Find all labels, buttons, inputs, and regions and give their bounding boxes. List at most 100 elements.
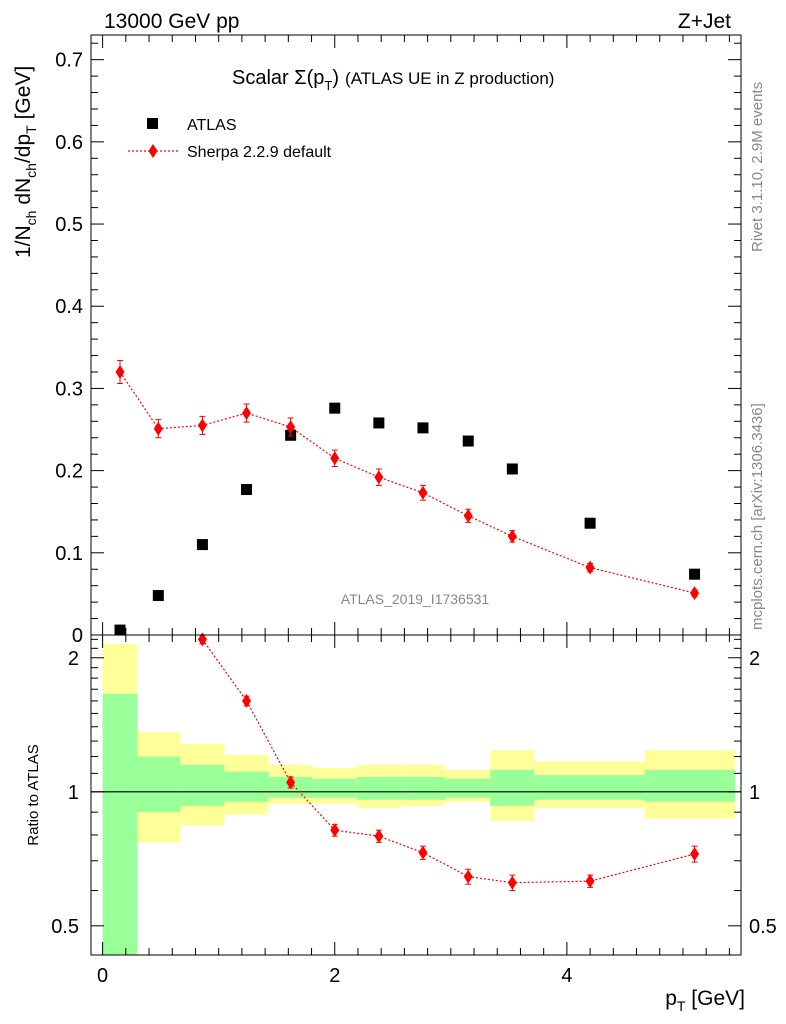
ratio-y-tick-label-right: 0.5 (749, 916, 777, 938)
ratio-band-green (224, 771, 269, 802)
atlas-data-point (329, 402, 341, 414)
ratio-band-green (644, 769, 736, 802)
sherpa-data-point (585, 560, 595, 575)
legend-sherpa-label: Sherpa 2.2.9 default (187, 144, 332, 161)
y-tick-label: 0 (72, 625, 83, 647)
xlabel-part-a: p (665, 987, 677, 1010)
header-left: 13000 GeV pp (104, 10, 239, 33)
atlas-data-point (152, 590, 164, 602)
sherpa-line (119, 371, 695, 594)
legend: ATLAS Sherpa 2.2.9 default (128, 117, 332, 161)
ratio-band-green (445, 778, 491, 798)
x-tick-label: 0 (97, 965, 108, 987)
sherpa-data-point (507, 529, 517, 544)
sherpa-ratio-point (507, 875, 517, 890)
title-sigma: Σ(p (294, 67, 324, 89)
x-tick-label: 2 (329, 965, 340, 987)
title-post: ) (332, 67, 339, 89)
main-panel: 00.10.20.30.40.50.60.7 Scalar Σ(pT) (ATLA… (12, 34, 742, 647)
legend-sherpa-marker (148, 144, 158, 158)
y-tick-label: 0.7 (55, 50, 83, 72)
ratio-y-tick-label-right: 1 (749, 782, 760, 804)
ratio-x-ticks: 0 2 4 (97, 635, 730, 987)
rivet-label: Rivet 3.1.10, 2.9M events (749, 82, 766, 252)
mcplots-label: mcplots.cern.ch [arXiv:1306.3436] (749, 403, 766, 630)
ratio-band-green (137, 756, 181, 813)
legend-atlas-label: ATLAS (187, 117, 237, 134)
sherpa-data-point (286, 420, 296, 435)
ylabel-part-g: [GeV] (12, 66, 35, 126)
plot-title: Scalar Σ(pT) (ATLAS UE in Z production) (232, 67, 554, 93)
ratio-band-green (534, 775, 645, 800)
sherpa-ratio-line (201, 638, 695, 884)
header-right: Z+Jet (678, 10, 731, 33)
ratio-y-label: Ratio to ATLAS (25, 744, 42, 845)
sherpa-ratio-point (197, 632, 207, 647)
ratio-panel: 0.5 0.5 1 1 2 2 0 2 4 Ratio to ATLAS pT [GeV] (25, 632, 777, 1014)
main-x-ticks (102, 35, 730, 635)
sherpa-ratio-point (418, 845, 428, 860)
atlas-data-point (417, 422, 429, 434)
sherpa-ratio-point (585, 874, 595, 889)
atlas-data-point (373, 417, 385, 429)
sherpa-data-point (197, 418, 207, 433)
title-suffix: (ATLAS UE in Z production) (345, 69, 554, 88)
sherpa-data-point (463, 508, 473, 523)
ylabel-part-d: ch (23, 163, 39, 178)
main-y-ticks: 0 0.1 0.2 0.3 0.4 0.5 0.6 0.7 (55, 42, 741, 647)
atlas-data-point (584, 517, 596, 529)
sherpa-data-point (374, 470, 384, 485)
y-tick-label: 0.2 (55, 461, 83, 483)
ratio-band-green (356, 776, 401, 800)
y-tick-label: 0.3 (55, 378, 83, 400)
atlas-data-point (462, 435, 474, 447)
ratio-y-tick-label-right: 2 (749, 648, 760, 670)
atlas-data-point (506, 463, 518, 475)
main-y-label: 1/Nch dNch/dpT [GeV] (12, 66, 39, 258)
ratio-band-green (312, 778, 357, 798)
main-series-layer (114, 359, 701, 636)
atlas-data-point (196, 539, 208, 551)
title-pre: Scalar (232, 67, 294, 89)
sherpa-ratio-point (242, 693, 252, 708)
x-tick-label: 4 (561, 965, 572, 987)
ratio-band-green (180, 764, 225, 806)
ylabel-part-b: ch (23, 211, 39, 226)
ratio-y-ticks: 0.5 0.5 1 1 2 2 (51, 638, 777, 938)
sherpa-ratio-point (286, 775, 296, 790)
ratio-series-layer (197, 632, 700, 892)
y-tick-label: 0.4 (55, 296, 83, 318)
ylabel-part-f: T (23, 125, 39, 134)
y-tick-label: 0.5 (55, 214, 83, 236)
ratio-y-tick-label-left: 0.5 (51, 916, 79, 938)
sherpa-data-point (242, 406, 252, 421)
sherpa-ratio-point (374, 829, 384, 844)
title-sub: T (324, 78, 332, 93)
ratio-band-green (490, 769, 535, 806)
sherpa-data-point (690, 586, 700, 601)
ratio-y-tick-label-left: 2 (68, 648, 79, 670)
sherpa-data-point (115, 364, 125, 379)
atlas-data-point (114, 624, 126, 636)
atlas-data-point (689, 568, 701, 580)
sherpa-data-point (418, 485, 428, 500)
xlabel-part-c: [GeV] (685, 987, 745, 1010)
analysis-watermark: ATLAS_2019_I1736531 (341, 591, 490, 607)
sherpa-ratio-point (690, 846, 700, 861)
sherpa-data-point (330, 451, 340, 466)
y-tick-label: 0.1 (55, 543, 83, 565)
ylabel-part-a: 1/N (12, 225, 35, 258)
atlas-data-point (241, 484, 253, 496)
legend-atlas-marker (147, 118, 158, 129)
ratio-bands-layer (102, 643, 736, 955)
ratio-y-tick-label-left: 1 (68, 782, 79, 804)
xlabel-part-b: T (677, 998, 686, 1014)
ratio-band-green (102, 693, 138, 955)
ratio-band-green (400, 776, 446, 800)
y-tick-label: 0.6 (55, 132, 83, 154)
x-axis-label: pT [GeV] (665, 987, 745, 1014)
sherpa-ratio-point (463, 869, 473, 884)
sherpa-ratio-point (330, 823, 340, 838)
sherpa-data-point (153, 421, 163, 436)
